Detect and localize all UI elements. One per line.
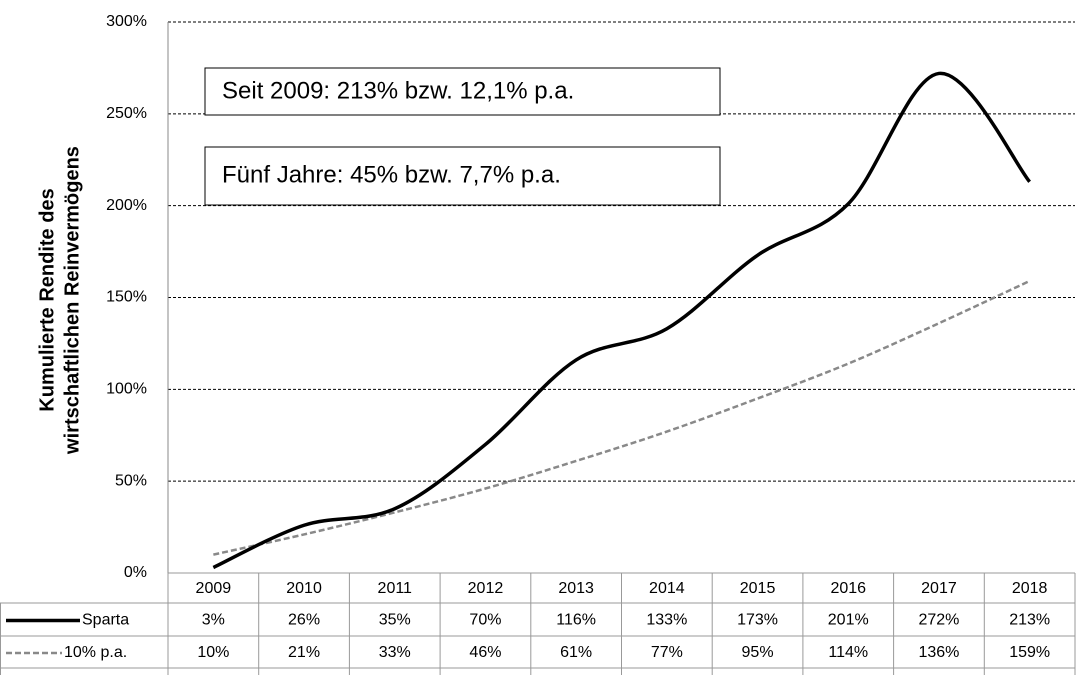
data-label: 136%: [918, 644, 959, 661]
data-label: 61%: [560, 644, 592, 661]
series-line: [212, 71, 1032, 570]
data-label: 35%: [379, 612, 411, 629]
x-tick-label: 2009: [196, 580, 232, 597]
data-label: 10%: [197, 644, 229, 661]
data-label: 201%: [828, 612, 869, 629]
data-label: 95%: [742, 644, 774, 661]
data-label: 133%: [646, 612, 687, 629]
x-tick-label: 2013: [558, 580, 594, 597]
legend-label: 10% p.a.: [64, 644, 127, 661]
data-label: 272%: [918, 612, 959, 629]
x-tick-label: 2011: [378, 580, 413, 597]
y-axis-label: wirtschaftlichen Reinvermögens: [61, 146, 83, 455]
legend-label: Sparta: [82, 612, 129, 629]
x-tick-label: 2018: [1012, 580, 1048, 597]
y-tick-label: 150%: [106, 289, 147, 306]
annotation-box: [204, 146, 721, 206]
series-line: [213, 279, 1031, 556]
plot-layer: 0% 50% 100% 150% 200% 250% 300% 2009 2010 2011 201…: [0, 13, 1076, 675]
data-label: 116%: [556, 612, 596, 629]
data-label: 3%: [202, 612, 225, 629]
x-tick-label: 2012: [468, 580, 504, 597]
annotation: Seit 2009: 213% bzw. 12,1% p.a.: [222, 77, 574, 104]
data-label: 173%: [737, 612, 778, 629]
annotation: Fünf Jahre: 45% bzw. 7,7% p.a.: [222, 161, 561, 188]
annotation-box: [204, 67, 721, 116]
x-tick-label: 2014: [649, 580, 685, 597]
y-tick-label: 250%: [106, 105, 147, 122]
data-label: 33%: [379, 644, 411, 661]
y-axis-label: Kumulierte Rendite des: [36, 188, 58, 411]
x-tick-label: 2015: [740, 580, 776, 597]
y-tick-label: 50%: [115, 472, 147, 489]
data-label: 159%: [1009, 644, 1050, 661]
data-label: 26%: [288, 612, 320, 629]
x-tick-label: 2017: [921, 580, 957, 597]
y-tick-label: 300%: [106, 13, 147, 30]
y-tick-label: 0%: [124, 564, 147, 581]
data-label: 213%: [1009, 612, 1050, 629]
data-label: 70%: [469, 612, 501, 629]
x-tick-label: 2016: [830, 580, 866, 597]
x-tick-label: 2010: [286, 580, 322, 597]
data-label: 114%: [828, 644, 868, 661]
data-label: 21%: [288, 644, 320, 661]
data-label: 77%: [651, 644, 683, 661]
y-tick-label: 200%: [106, 197, 147, 214]
data-label: 46%: [469, 644, 501, 661]
y-tick-label: 100%: [106, 381, 147, 398]
